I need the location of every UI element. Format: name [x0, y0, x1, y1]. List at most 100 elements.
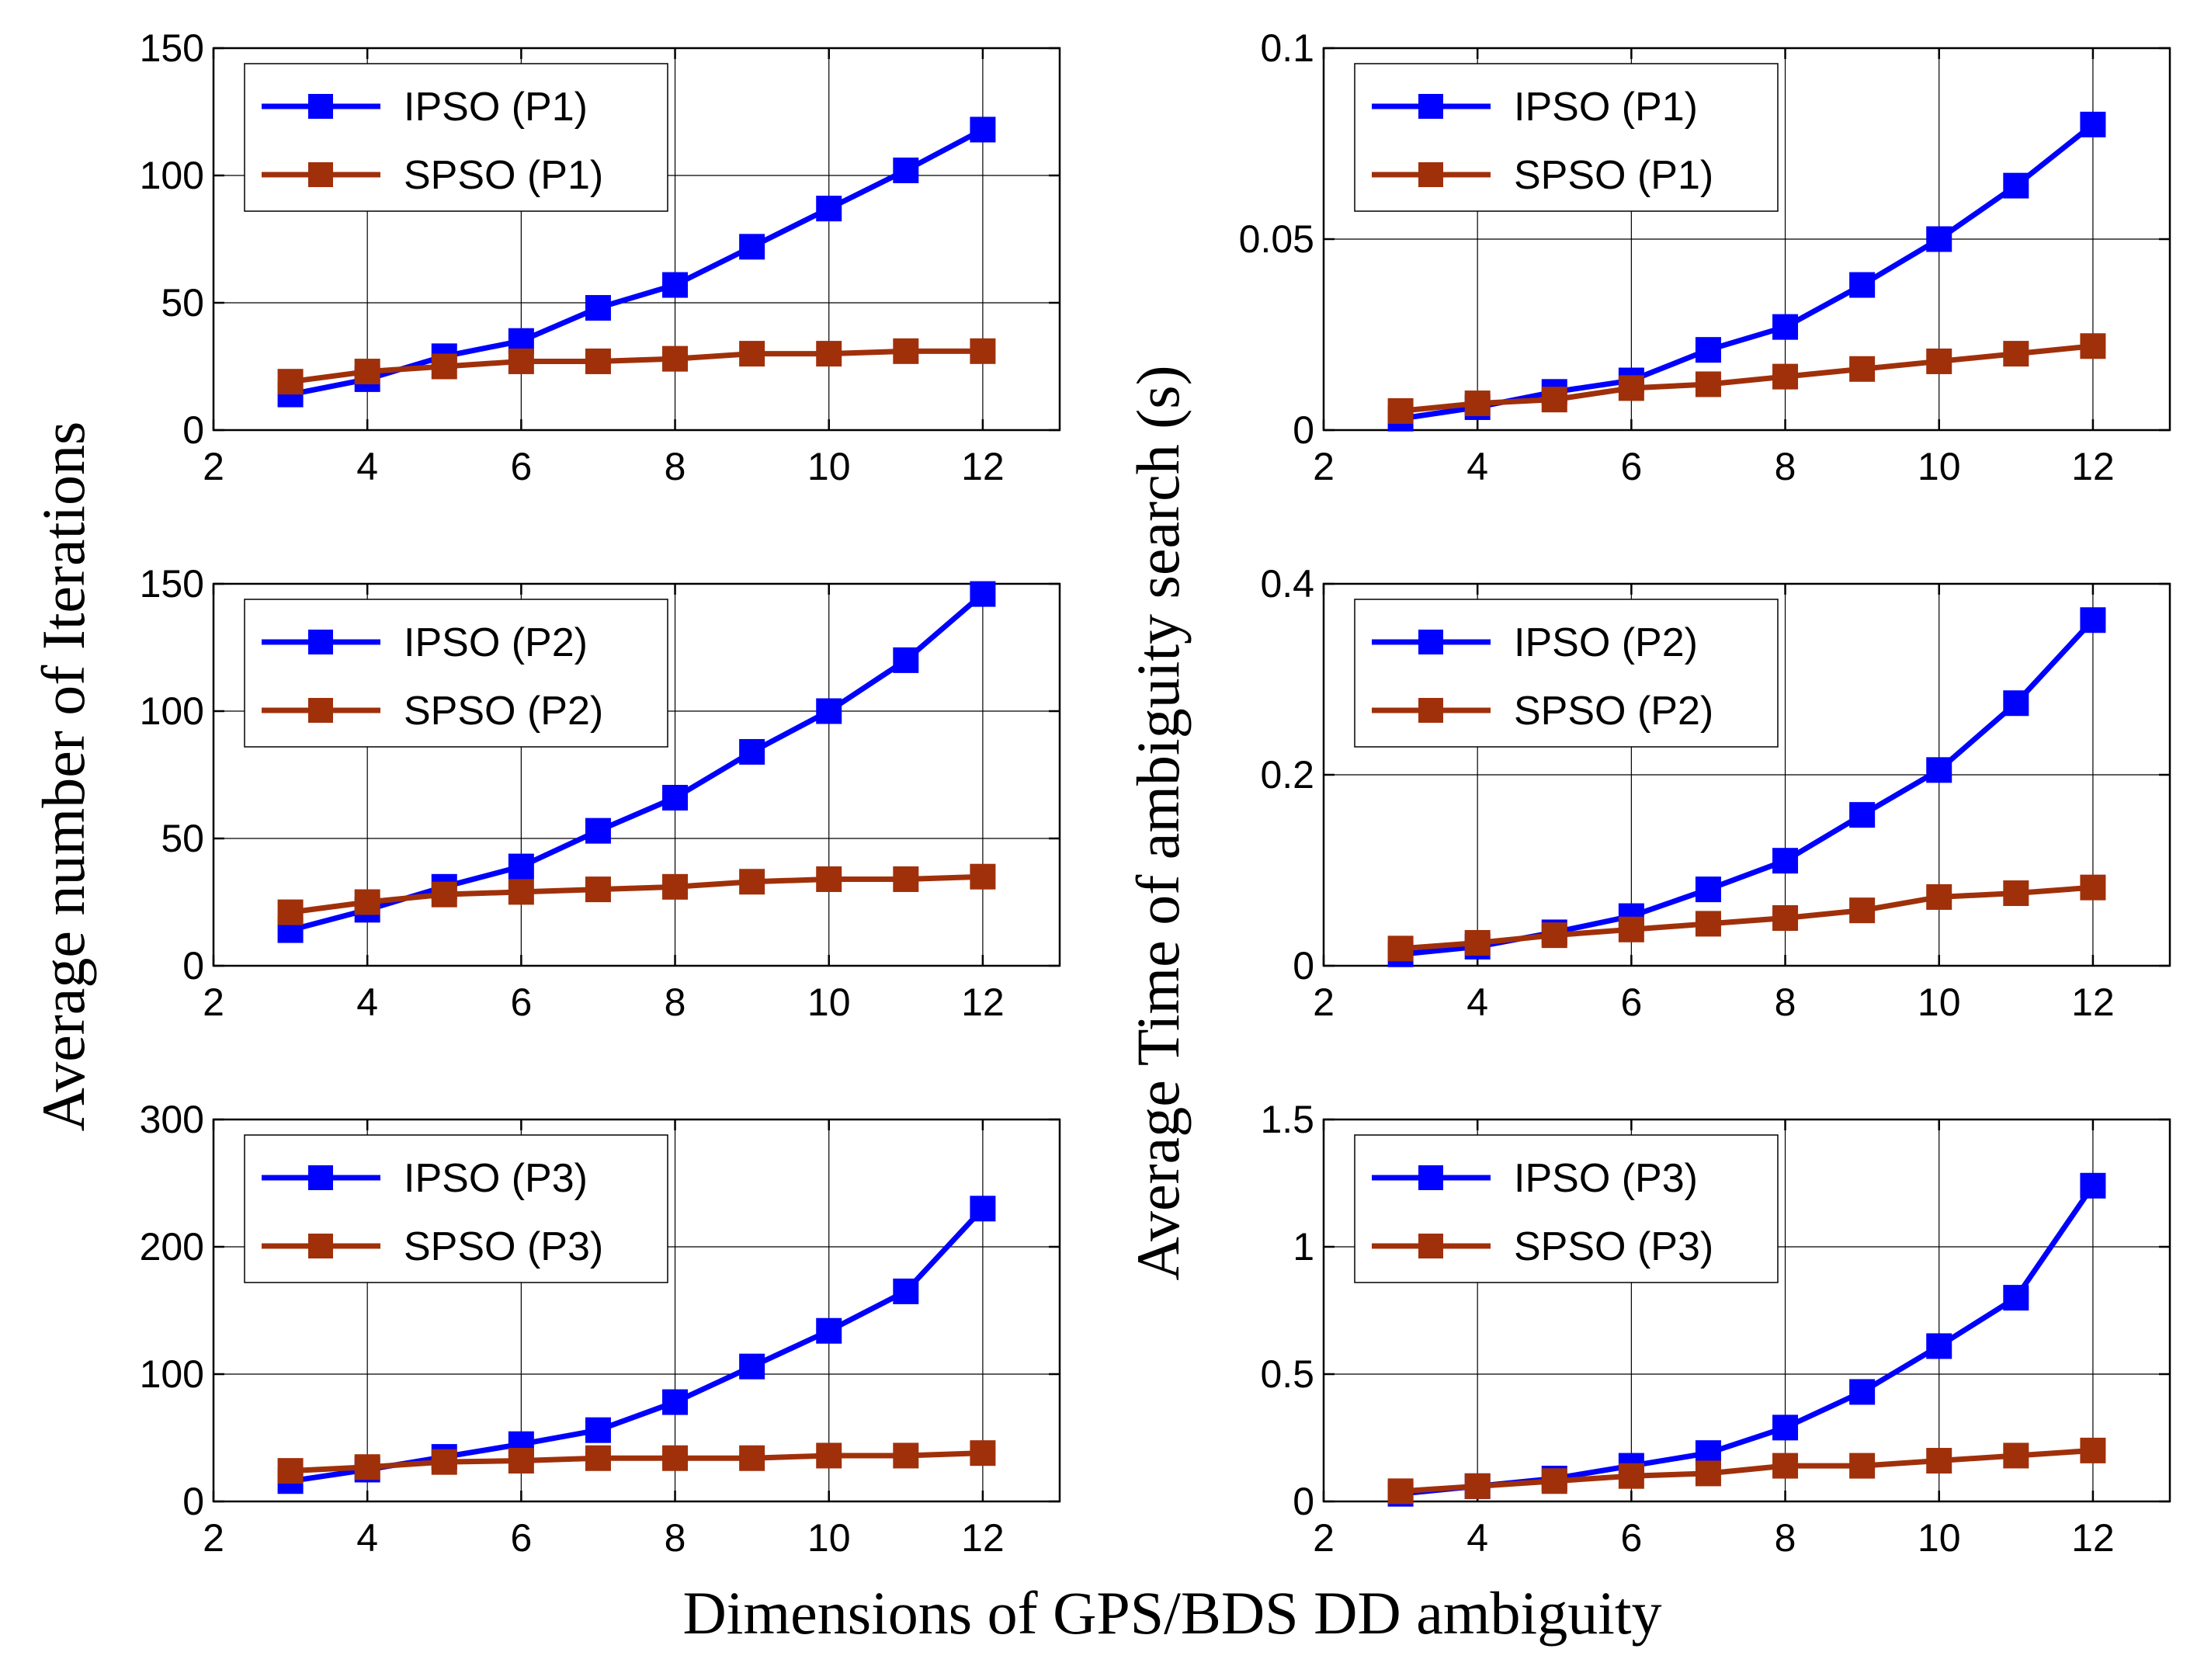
data-point-spso	[1849, 897, 1876, 924]
y-tick-label: 0	[182, 408, 204, 452]
legend-marker-ipso	[308, 630, 333, 654]
series-spso	[277, 338, 996, 395]
data-point-spso	[277, 369, 304, 395]
data-point-ipso	[2003, 172, 2029, 199]
legend-marker-ipso	[1418, 630, 1443, 654]
y-tick-label: 100	[140, 1352, 204, 1396]
data-point-spso	[277, 899, 304, 925]
y-tick-label: 0	[1293, 944, 1314, 988]
data-point-ipso	[662, 1389, 689, 1415]
data-point-ipso	[970, 1196, 996, 1222]
data-point-spso	[1618, 916, 1644, 942]
x-tick-label: 8	[665, 445, 686, 488]
x-tick-label: 10	[1918, 981, 1961, 1024]
x-tick-label: 4	[356, 1516, 378, 1560]
x-tick-label: 10	[1918, 1516, 1961, 1560]
x-tick-label: 6	[510, 981, 532, 1024]
legend: IPSO (P2) SPSO (P2)	[244, 599, 668, 748]
legend-marker-spso	[308, 162, 333, 187]
y-tick-label: 50	[161, 817, 204, 860]
data-point-spso	[1695, 1460, 1721, 1487]
data-point-spso	[816, 866, 842, 892]
data-point-ipso	[970, 116, 996, 143]
y-tick-label: 150	[140, 562, 204, 606]
data-point-spso	[354, 359, 380, 385]
x-tick-label: 6	[1620, 445, 1642, 488]
series-spso	[277, 863, 996, 925]
x-tick-label: 4	[1466, 981, 1488, 1024]
data-point-spso	[970, 338, 996, 364]
data-point-spso	[585, 876, 611, 903]
data-point-ipso	[739, 234, 765, 260]
x-tick-label: 2	[1313, 445, 1335, 488]
data-point-spso	[1618, 1463, 1644, 1489]
data-point-spso	[1926, 1448, 1952, 1474]
x-tick-label: 8	[1775, 981, 1796, 1024]
legend-marker-spso	[308, 1234, 333, 1258]
x-tick-label: 6	[510, 1516, 532, 1560]
series-spso	[277, 1440, 996, 1484]
data-point-spso	[970, 1440, 996, 1467]
x-tick-label: 2	[1313, 1516, 1335, 1560]
data-point-spso	[2003, 880, 2029, 907]
data-point-spso	[1695, 911, 1721, 937]
data-point-ipso	[585, 295, 611, 321]
legend-label-ipso: IPSO (P3)	[404, 1156, 588, 1201]
data-point-ipso	[2080, 111, 2106, 137]
x-tick-label: 6	[1620, 1516, 1642, 1560]
data-point-spso	[585, 1445, 611, 1471]
data-point-ipso	[1772, 848, 1799, 874]
data-point-ipso	[739, 1353, 765, 1380]
legend-label-ipso: IPSO (P1)	[404, 85, 588, 130]
y-tick-label: 0	[1293, 408, 1314, 452]
axes-frame	[212, 582, 1061, 967]
legend-label-spso: SPSO (P2)	[404, 689, 603, 734]
data-point-ipso	[585, 817, 611, 844]
data-point-ipso	[1849, 802, 1876, 828]
x-tick-label: 8	[1775, 445, 1796, 488]
series-spso	[1387, 1437, 2106, 1505]
data-point-spso	[277, 1458, 304, 1484]
series-line-spso	[290, 873, 984, 915]
data-point-ipso	[893, 1278, 919, 1304]
y-tick-label: 100	[140, 689, 204, 733]
data-point-spso	[893, 1442, 919, 1469]
data-point-ipso	[739, 738, 765, 765]
data-point-spso	[1772, 1453, 1799, 1479]
series-spso	[1387, 333, 2106, 424]
legend-marker-spso	[308, 698, 333, 723]
legend-marker-spso	[1418, 698, 1443, 723]
data-point-spso	[739, 341, 765, 367]
series-line-spso	[1400, 1447, 2094, 1494]
data-point-spso	[1695, 371, 1721, 397]
y-tick-label: 0.4	[1260, 562, 1314, 606]
data-point-spso	[431, 353, 457, 380]
y-tick-label: 1	[1293, 1225, 1314, 1269]
panel-top-left: 2 4 6 8 10 12 0 50 100 150 IPSO (P1) SPSO (P1)	[140, 26, 1061, 488]
data-point-ipso	[1849, 1379, 1876, 1405]
data-point-ipso	[508, 853, 534, 880]
panel-bottom-left: 2 4 6 8 10 12 0 100 200 300 IPSO (P3) SPSO (P3)	[140, 1098, 1061, 1560]
y-tick-label: 0.05	[1239, 217, 1314, 261]
x-tick-label: 2	[203, 1516, 224, 1560]
x-tick-label: 12	[2071, 981, 2115, 1024]
data-point-spso	[431, 1449, 457, 1475]
ticks	[1322, 582, 2170, 967]
data-point-spso	[431, 881, 457, 908]
data-point-spso	[2080, 874, 2106, 901]
legend-marker-spso	[1418, 162, 1443, 187]
data-point-ipso	[662, 272, 689, 298]
x-tick-label: 12	[2071, 1516, 2115, 1560]
data-point-ipso	[1926, 226, 1952, 252]
data-point-spso	[1926, 883, 1952, 910]
x-tick-label: 2	[203, 445, 224, 488]
data-point-spso	[893, 338, 919, 364]
y-tick-label: 0.2	[1260, 753, 1314, 797]
legend: IPSO (P3) SPSO (P3)	[244, 1134, 668, 1283]
legend-marker-ipso	[308, 94, 333, 119]
data-point-spso	[1464, 1473, 1491, 1499]
legend-label-spso: SPSO (P1)	[1514, 153, 1713, 198]
x-tick-label: 2	[1313, 981, 1335, 1024]
